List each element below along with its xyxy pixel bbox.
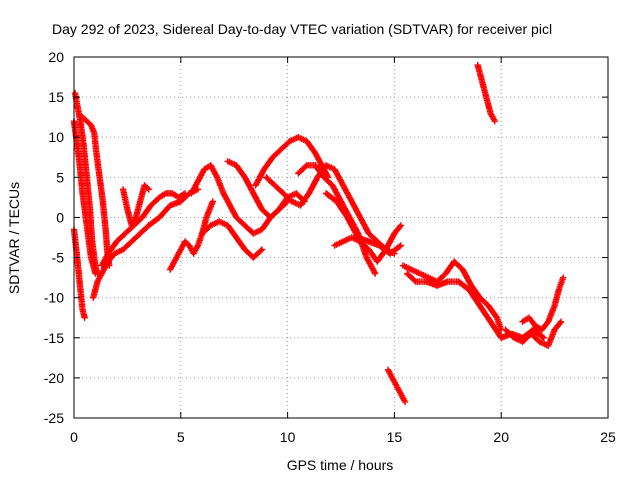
x-tick-label: 10: [280, 429, 296, 445]
x-tick-label: 5: [177, 429, 185, 445]
series-track-3: [71, 89, 101, 277]
data-point-markers: [331, 222, 405, 265]
y-axis-title: SDTVAR / TECUs: [6, 182, 22, 294]
series-track-13: [263, 162, 398, 257]
data-point-markers: [71, 89, 101, 277]
y-tick-label: 15: [48, 89, 64, 105]
data-point-markers: [404, 270, 548, 341]
data-point-markers: [224, 158, 308, 221]
y-tick-label: -5: [52, 250, 65, 266]
data-point-markers: [384, 366, 409, 406]
data-point-markers: [263, 162, 398, 257]
series-track-14: [295, 162, 379, 277]
data-point-markers: [198, 218, 266, 261]
y-tick-label: 0: [56, 209, 64, 225]
data-point-markers: [474, 61, 498, 125]
series-track-1: [70, 226, 88, 321]
x-axis-title: GPS time / hours: [287, 457, 394, 473]
data-point-markers: [70, 226, 88, 321]
series-track-7: [119, 182, 152, 229]
chart-title: Day 292 of 2023, Sidereal Day-to-day VTE…: [52, 21, 552, 37]
series-track-22: [519, 274, 567, 333]
series-layer: [70, 61, 567, 406]
series-track-5: [90, 186, 202, 301]
y-tick-label: -15: [44, 330, 64, 346]
y-tick-label: -20: [44, 370, 64, 386]
data-point-markers: [295, 162, 379, 277]
series-track-4: [79, 113, 113, 269]
series-track-8: [166, 198, 217, 273]
series-track-15: [331, 222, 405, 265]
series-track-10: [198, 218, 266, 261]
x-tick-label: 25: [600, 429, 616, 445]
data-point-markers: [166, 198, 217, 273]
x-tick-label: 20: [493, 429, 509, 445]
x-tick-label: 15: [387, 429, 403, 445]
series-track-21: [502, 318, 565, 349]
tick-layer: 0 5 10 15 20 25 20 15 10 5 0 -5 -10 -15 -20 -25: [44, 49, 616, 445]
data-point-markers: [90, 186, 202, 301]
grid-layer: [74, 57, 608, 418]
x-tick-label: 0: [70, 429, 78, 445]
data-point-markers: [322, 190, 405, 257]
y-tick-label: 20: [48, 49, 64, 65]
series-track-17: [384, 366, 409, 406]
series-track-20: [474, 61, 498, 125]
data-point-markers: [502, 318, 565, 349]
series-track-16: [322, 190, 405, 257]
data-point-markers: [79, 113, 113, 269]
plot-frame: [73, 56, 609, 419]
data-point-markers: [252, 134, 332, 189]
y-tick-label: -10: [44, 290, 64, 306]
data-point-markers: [119, 182, 152, 229]
data-point-markers: [399, 258, 505, 333]
series-track-19: [404, 270, 548, 341]
data-point-markers: [519, 274, 567, 333]
series-track-18: [399, 258, 505, 333]
series-track-12: [252, 134, 332, 189]
y-tick-label: 10: [48, 129, 64, 145]
y-tick-label: -25: [44, 410, 64, 426]
y-tick-label: 5: [56, 169, 64, 185]
series-track-11: [224, 158, 308, 221]
